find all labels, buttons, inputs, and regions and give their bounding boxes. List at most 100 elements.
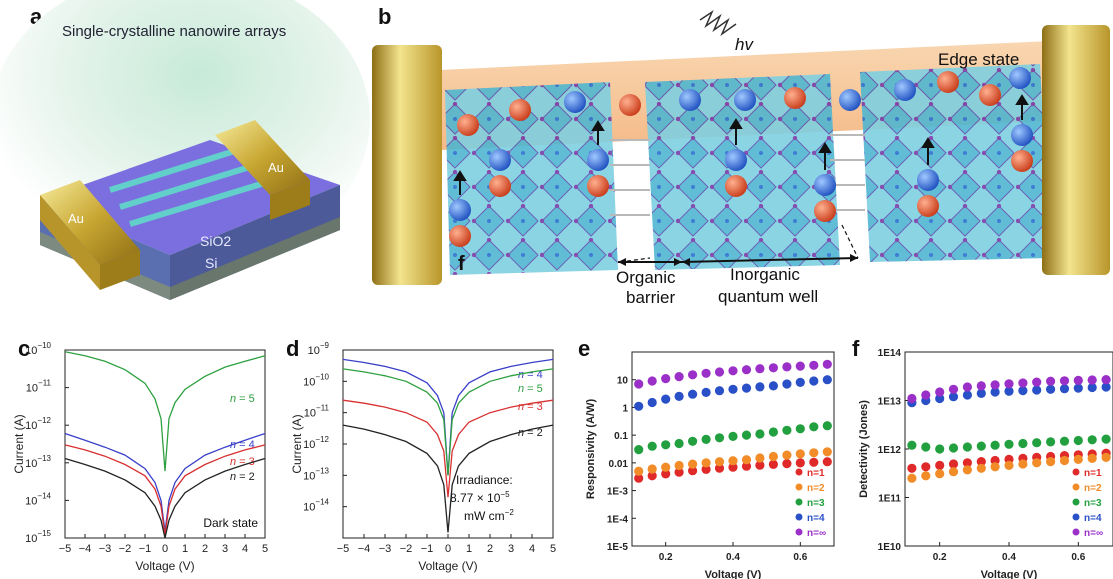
data-point [674, 467, 684, 477]
x-tick-label: 4 [242, 543, 248, 555]
series-line [342, 424, 554, 533]
data-point [674, 438, 684, 449]
au-right-label: Au [268, 160, 284, 175]
data-point [935, 393, 945, 404]
x-tick-label: 1 [466, 543, 472, 555]
data-point [1073, 383, 1083, 393]
data-point [674, 460, 684, 471]
data-point [935, 460, 945, 470]
legend-label: n=1 [807, 468, 825, 479]
y-axis-label: Detectivity (Jones) [858, 400, 870, 498]
y-tick-label: 10−11 [304, 404, 330, 420]
x-tick-label: 0.2 [933, 552, 947, 563]
data-point [661, 440, 671, 450]
legend-marker [795, 513, 803, 521]
data-point [948, 384, 959, 394]
data-point [1087, 453, 1097, 463]
y-axis-label: Current (A) [290, 414, 304, 473]
data-point [1087, 382, 1097, 393]
chart-c: −5 −4 −3 −2 −1 0 1 2 3 4 5 10−15 10−14 10−13 10−12 10−1… [12, 341, 268, 573]
au-left-label: Au [68, 211, 84, 226]
data-point [741, 455, 752, 465]
dark-state-label: Dark state [203, 516, 258, 530]
data-point [962, 458, 972, 468]
panel-a-device-illustration: Au Au SiO2 Si Single-crystalline nanowir… [0, 0, 370, 300]
x-tick-label: 5 [262, 543, 268, 555]
data-point [782, 379, 792, 389]
data-point [809, 457, 819, 467]
legend-label: n=3 [1084, 498, 1102, 509]
data-point [728, 366, 738, 376]
x-axis-label: Voltage (V) [705, 569, 762, 579]
legend-label: n=3 [807, 498, 825, 509]
irradiance-label: Irradiance: [456, 473, 513, 487]
panel-b-schematic: hv Edge state f Organic barrier Inorgani… [372, 9, 1110, 307]
data-point [1046, 457, 1056, 467]
legend-marker [795, 483, 803, 491]
organic-chains [610, 134, 865, 216]
quantum-well-line1: Inorganic [730, 265, 800, 284]
data-point [795, 458, 805, 468]
data-point [728, 431, 738, 441]
x-tick-label: 0 [162, 543, 168, 555]
data-point [822, 359, 832, 369]
data-point [962, 465, 972, 475]
data-point [1046, 376, 1056, 386]
data-point [647, 464, 657, 474]
left-electrode [372, 45, 442, 285]
chart-e: 0.2 0.4 0.6 1E-5 1E-4 1E-3 0.01 0.1 1 10 Voltage (… [585, 351, 835, 579]
y-tick-label: 10−12 [303, 435, 329, 451]
y-tick-label: 1E11 [878, 494, 901, 505]
y-tick-label: 10−12 [25, 416, 51, 432]
data-point [741, 430, 752, 440]
data-point [1101, 434, 1111, 444]
x-tick-label: −4 [358, 543, 371, 555]
legend-marker [795, 528, 803, 536]
y-tick-label: 10−13 [303, 466, 329, 482]
data-point [907, 393, 917, 404]
data-point [795, 361, 805, 371]
data-point [674, 391, 684, 401]
data-point [1073, 454, 1083, 464]
x-tick-label: 2 [487, 543, 493, 555]
data-point [647, 376, 657, 386]
x-tick-label: 0.4 [1002, 552, 1016, 563]
series-line [342, 399, 554, 498]
data-point [822, 375, 832, 385]
legend-marker [1072, 483, 1080, 491]
y-tick-label: 1E13 [878, 397, 902, 408]
data-point [755, 453, 765, 463]
x-tick-label: −2 [119, 543, 132, 555]
data-point [714, 457, 725, 467]
data-point [647, 471, 657, 481]
x-tick-label: −2 [400, 543, 413, 555]
data-point [782, 450, 792, 460]
data-point [795, 424, 805, 434]
legend-marker [795, 498, 803, 506]
data-point [1087, 435, 1097, 445]
lattice-block-2 [645, 74, 840, 270]
data-point [990, 462, 1000, 472]
data-point [1004, 460, 1014, 470]
hv-label: hv [735, 35, 754, 54]
transfer-arrows [453, 94, 1029, 195]
f-mark: f [458, 253, 465, 275]
legend-marker [1072, 468, 1080, 476]
data-point [714, 367, 725, 377]
y-tick-label: 10 [617, 376, 629, 387]
y-tick-label: 1 [622, 403, 628, 414]
data-point [1004, 386, 1014, 396]
data-point [728, 456, 738, 466]
data-point [1073, 375, 1083, 385]
legend-label: n=2 [807, 483, 825, 494]
y-tick-label: 1E14 [878, 348, 902, 359]
y-tick-label: 10−10 [25, 341, 51, 357]
irradiance-value: 8.77 × 10−5 [450, 490, 510, 505]
data-point [647, 397, 657, 408]
data-point [921, 471, 931, 481]
data-point [976, 441, 986, 451]
data-point [1018, 459, 1028, 469]
data-point [822, 457, 832, 467]
data-point [990, 440, 1000, 450]
data-point [688, 389, 698, 399]
